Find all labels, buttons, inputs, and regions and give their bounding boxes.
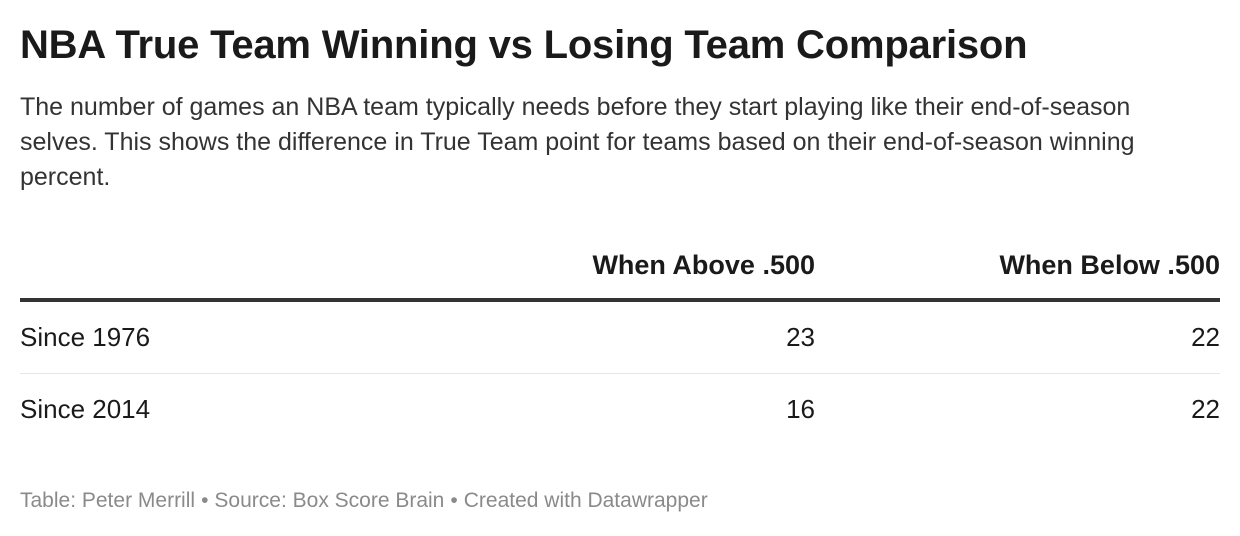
footer-separator: • xyxy=(450,489,458,512)
row-label: Since 2014 xyxy=(20,394,151,425)
cell-below-value: 22 xyxy=(1191,394,1220,425)
source-credit: Source: Box Score Brain xyxy=(214,489,445,512)
datawrapper-credit: Created with Datawrapper xyxy=(463,489,708,512)
column-header-below: When Below .500 xyxy=(815,232,1220,302)
table-credit: Table: Peter Merrill xyxy=(20,489,196,512)
column-header-label xyxy=(20,232,420,302)
row-label: Since 1976 xyxy=(20,300,420,374)
data-table: When Above .500 When Below .500 Since 19… xyxy=(20,232,1220,446)
table-header-row: When Above .500 When Below .500 xyxy=(20,232,1220,302)
column-header-above: When Above .500 xyxy=(420,232,815,302)
cell-below-value: 22 xyxy=(815,300,1220,374)
chart-subtitle: The number of games an NBA team typicall… xyxy=(20,93,1135,191)
chart-title: NBA True Team Winning vs Losing Team Com… xyxy=(20,23,1028,67)
footer-separator: • xyxy=(201,489,209,512)
chart-footer: Table: Peter Merrill • Source: Box Score B… xyxy=(20,489,708,513)
table-row: Since 2014 16 22 xyxy=(20,373,1220,446)
cell-above-value: 16 xyxy=(786,394,815,425)
chart-header: NBA True Team Winning vs Losing Team Com… xyxy=(20,20,1220,195)
table-row: Since 1976 23 22 xyxy=(20,300,1220,374)
cell-above-value: 23 xyxy=(420,300,815,374)
